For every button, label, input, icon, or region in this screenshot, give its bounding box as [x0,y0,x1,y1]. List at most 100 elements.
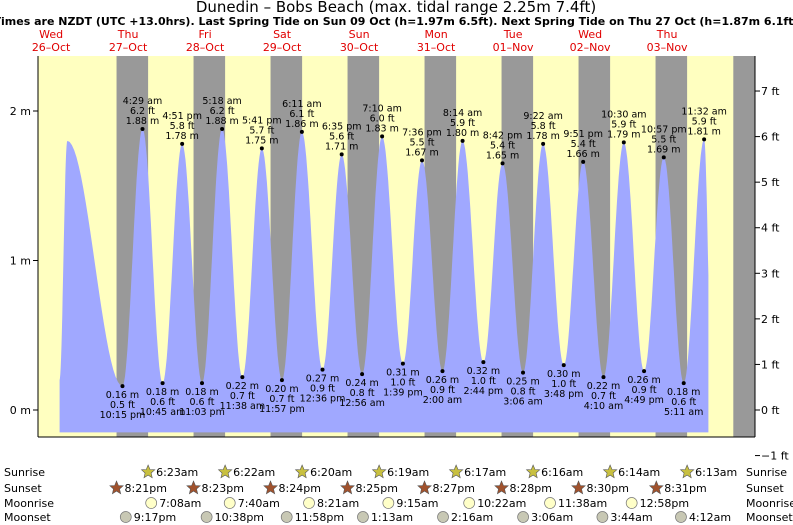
low-tide-point [360,372,365,377]
event-time: 9:15am [396,497,438,510]
day-of-week-label: Wed [578,28,602,41]
high-tide-time: 8:14 am [443,108,482,119]
star-icon [525,464,541,479]
low-tide-time: 10:15 pm [100,410,146,421]
right-tick-label: 7 ft [761,85,780,98]
low-tide-time: 11:57 pm [259,404,305,415]
high-tide-point [339,152,344,157]
date-label: 01–Nov [493,41,534,54]
high-tide-time: 5:41 pm [242,115,282,126]
row-label-right: Sunset [746,482,784,495]
star-icon [294,464,310,479]
event-time: 3:44am [610,511,652,524]
chart-title: Dunedin – Bobs Beach (max. tidal range 2… [196,0,596,16]
event-time: 6:14am [618,466,660,479]
event-time: 12:58pm [640,497,689,510]
row-label-right: Sunrise [746,466,787,479]
date-label: 03–Nov [647,41,688,54]
low-tide-metres: 0.24 m [345,378,378,389]
low-tide-feet: 0.8 ft [511,387,536,398]
date-label: 31–Oct [417,41,456,54]
low-tide-point [440,369,445,374]
low-tide-point [160,381,165,386]
high-tide-time: 10:30 am [601,109,646,120]
high-tide-feet: 6.1 ft [289,109,314,120]
high-tide-metres: 1.71 m [325,141,358,152]
high-tide-feet: 6.2 ft [130,106,155,117]
low-tide-point [200,381,205,386]
low-tide-point [681,381,686,386]
low-tide-time: 12:36 pm [300,394,346,405]
day-of-week-label: Tue [503,28,523,41]
event-time: 7:40am [238,497,280,510]
low-tide-feet: 0.8 ft [350,388,375,399]
low-tide-point [481,360,486,365]
right-tick-label: 4 ft [761,222,780,235]
event-time: 1:13am [371,511,413,524]
event-time: 6:13am [695,466,737,479]
low-tide-feet: 0.9 ft [632,385,657,396]
star-icon [648,480,664,495]
low-tide-metres: 0.30 m [547,369,580,380]
high-tide-feet: 5.9 ft [692,116,717,127]
event-time: 6:16am [541,466,583,479]
event-time: 6:22am [233,466,275,479]
high-tide-point [380,134,385,139]
moon-icon [437,511,449,523]
low-tide-point [240,375,245,380]
right-tick-label: 5 ft [761,176,780,189]
low-tide-point [320,367,325,372]
low-tide-time: 3:06 am [503,397,542,408]
high-tide-point [180,141,185,146]
event-time: 8:21pm [125,482,167,495]
low-tide-feet: 0.7 ft [269,394,294,405]
low-tide-time: 4:49 pm [624,395,664,406]
high-tide-metres: 1.65 m [486,150,519,161]
date-label: 29–Oct [263,41,302,54]
left-tick-label: 0 m [10,404,31,417]
low-tide-feet: 0.6 ft [189,397,214,408]
high-tide-metres: 1.79 m [607,129,640,140]
right-margin-band [741,56,755,437]
high-tide-point [661,155,666,160]
low-tide-point [642,369,647,374]
event-time: 10:22am [477,497,526,510]
low-tide-feet: 1.0 ft [390,378,415,389]
moon-icon [280,511,293,523]
star-icon [417,480,432,495]
row-label-left: Moonset [4,511,51,524]
low-tide-time: 10:45 am [140,407,185,418]
high-tide-time: 4:29 am [123,96,162,107]
high-tide-point [581,159,586,164]
day-of-week-label: Wed [39,28,63,41]
low-tide-time: 11:03 pm [179,407,225,418]
high-tide-point [299,129,304,134]
low-tide-metres: 0.18 m [185,387,218,398]
event-time: 11:58pm [295,511,344,524]
high-tide-metres: 1.69 m [647,144,680,155]
high-tide-point [621,140,626,145]
high-tide-time: 7:10 am [362,103,401,114]
event-time: 6:17am [464,466,506,479]
star-icon [679,464,695,479]
low-tide-point [279,378,284,383]
high-tide-time: 10:57 pm [641,124,687,135]
high-tide-metres: 1.66 m [566,149,599,160]
date-label: 28–Oct [186,41,225,54]
high-tide-time: 7:36 pm [402,127,442,138]
moon-icon [382,497,395,509]
low-tide-metres: 0.27 m [306,374,339,385]
low-tide-time: 1:39 pm [383,388,423,399]
moon-icon [517,511,529,523]
moon-icon [463,497,476,509]
day-of-week-label: Thu [656,28,678,41]
day-of-week-label: Sat [273,28,292,41]
low-tide-time: 12:56 am [339,398,384,409]
low-tide-time: 3:48 pm [544,389,584,400]
tide-area [59,128,709,433]
event-time: 4:12am [689,511,731,524]
star-icon [571,480,586,495]
moon-icon [223,497,236,509]
high-tide-time: 11:32 am [681,106,726,117]
